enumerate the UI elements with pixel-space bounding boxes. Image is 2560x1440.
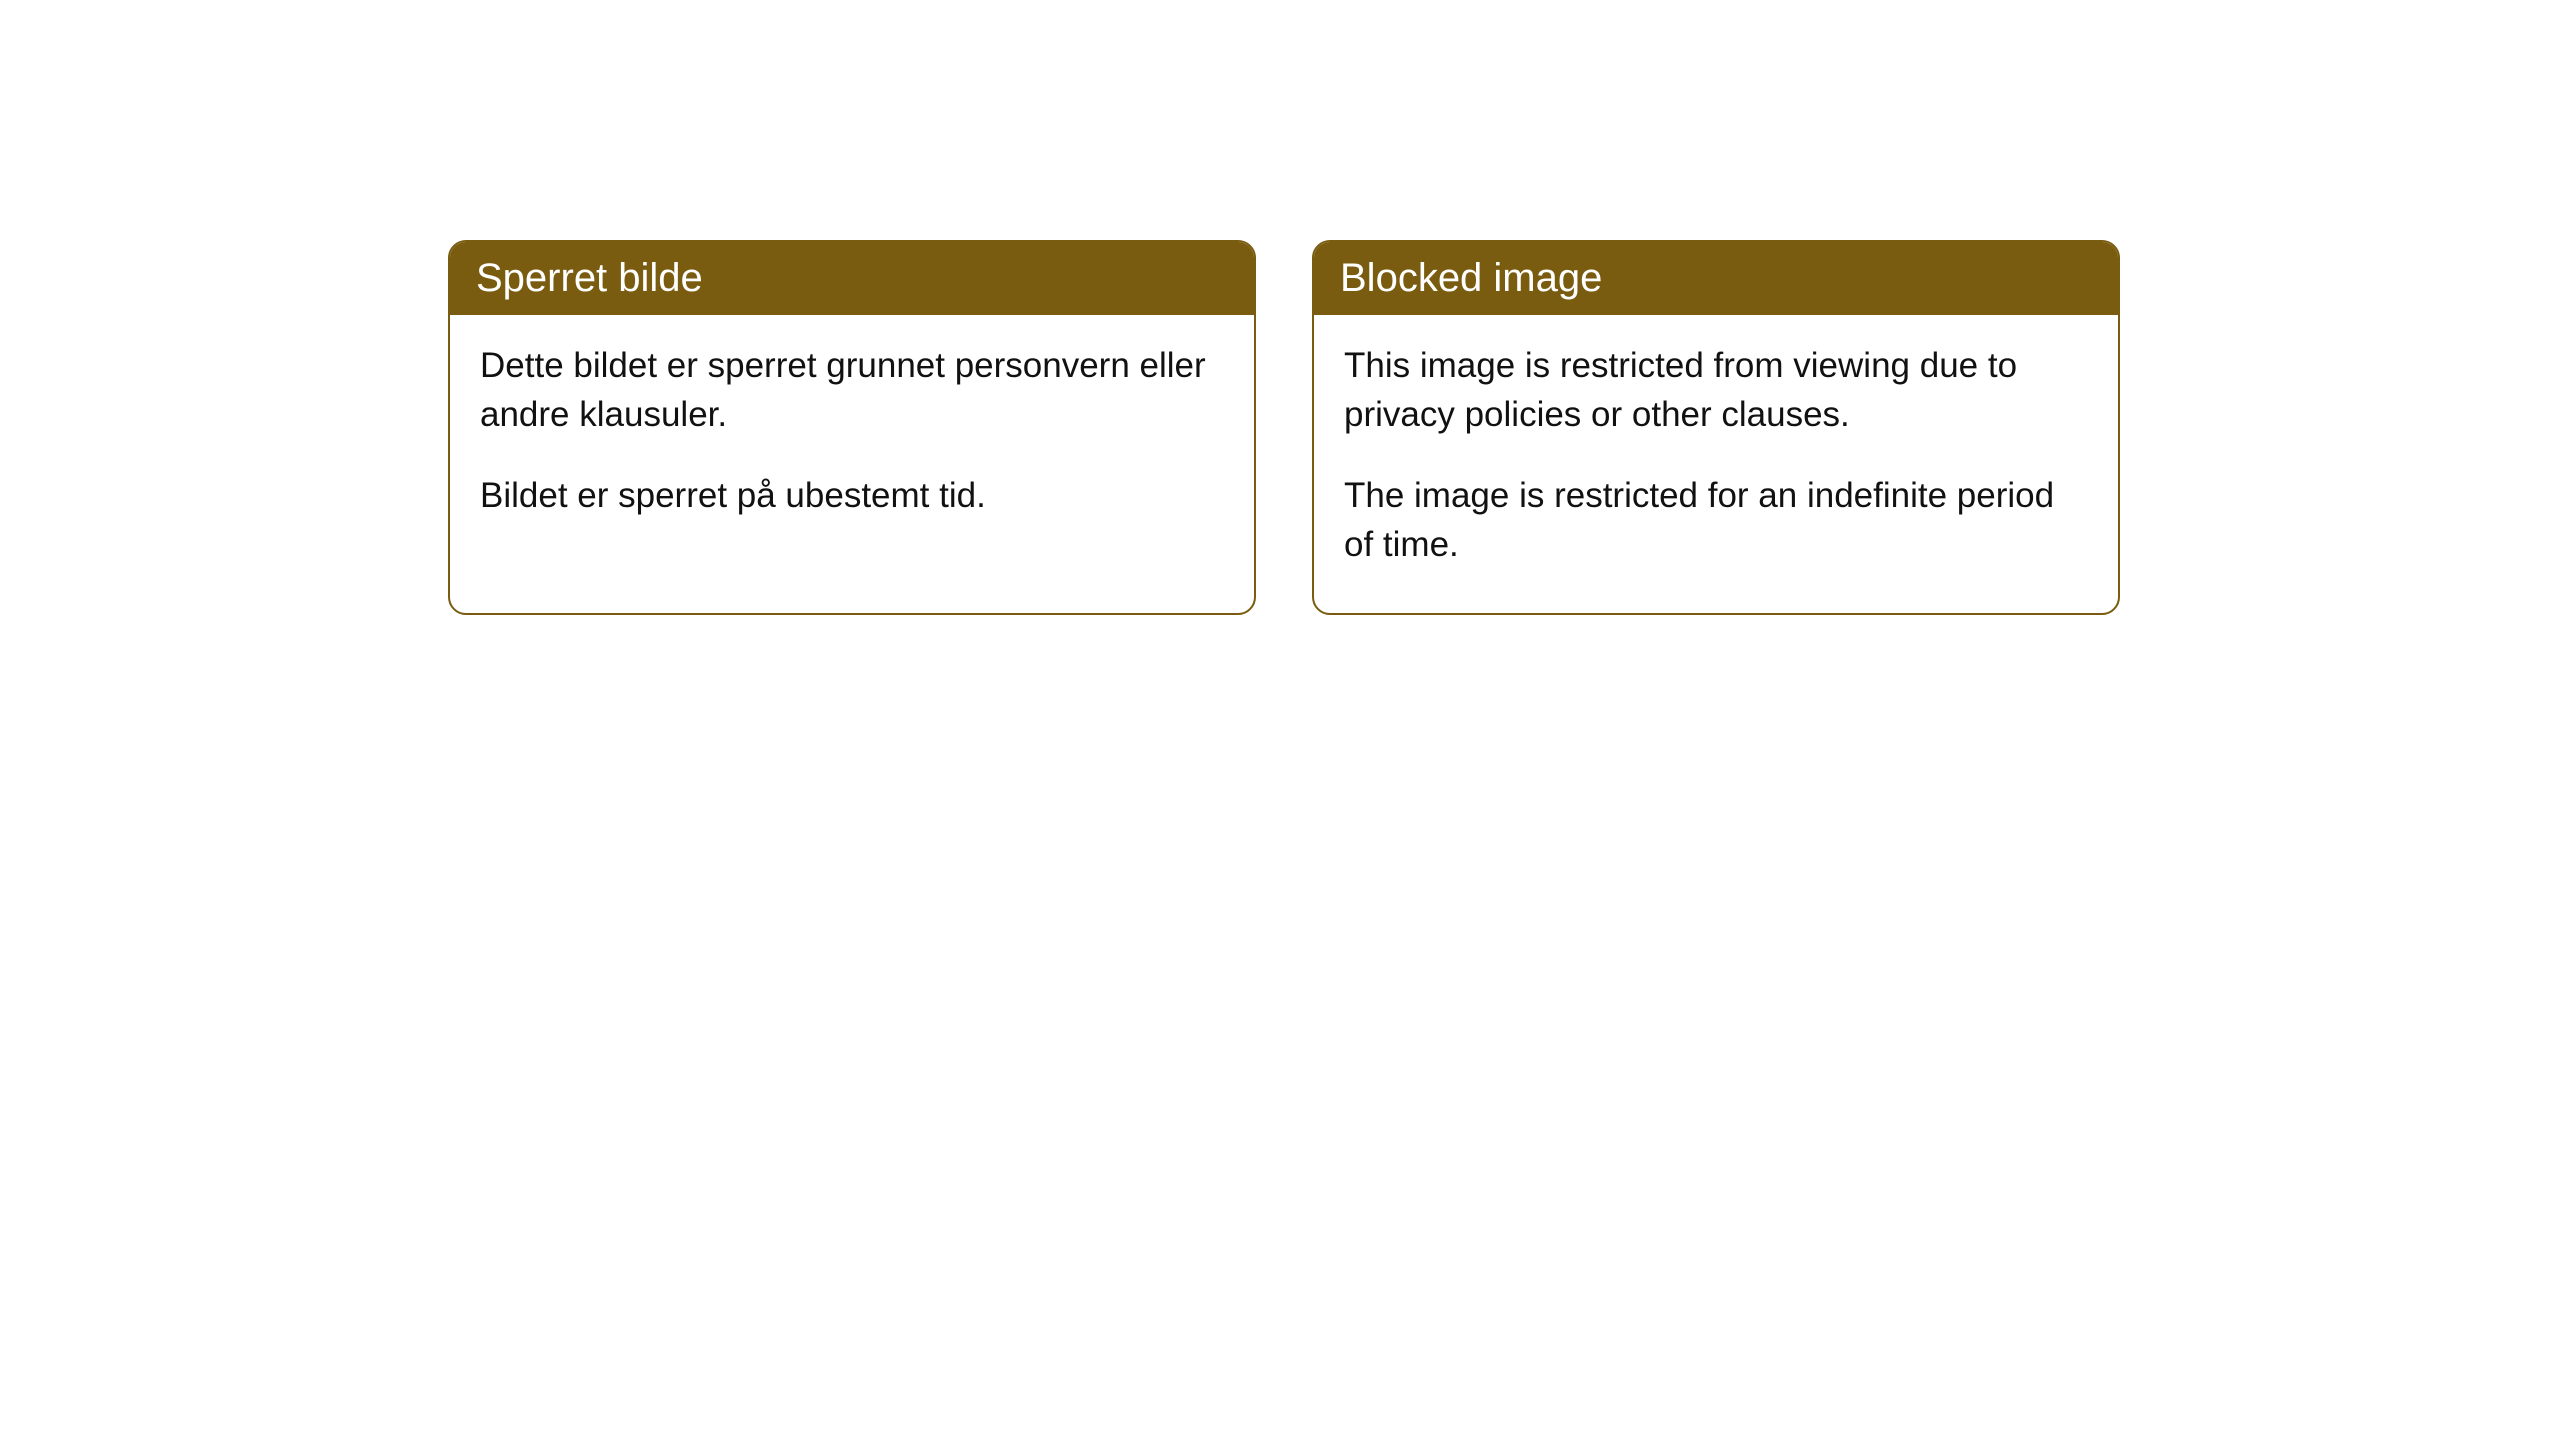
card-title: Blocked image	[1340, 256, 1602, 300]
card-header: Sperret bilde	[450, 242, 1254, 315]
notice-card-english: Blocked image This image is restricted f…	[1312, 240, 2120, 615]
card-paragraph: This image is restricted from viewing du…	[1344, 341, 2088, 439]
card-paragraph: The image is restricted for an indefinit…	[1344, 471, 2088, 569]
card-body: This image is restricted from viewing du…	[1314, 315, 2118, 613]
card-title: Sperret bilde	[476, 256, 703, 300]
notice-cards-container: Sperret bilde Dette bildet er sperret gr…	[448, 240, 2120, 615]
card-body: Dette bildet er sperret grunnet personve…	[450, 315, 1254, 564]
card-paragraph: Bildet er sperret på ubestemt tid.	[480, 471, 1224, 520]
card-header: Blocked image	[1314, 242, 2118, 315]
card-paragraph: Dette bildet er sperret grunnet personve…	[480, 341, 1224, 439]
notice-card-norwegian: Sperret bilde Dette bildet er sperret gr…	[448, 240, 1256, 615]
